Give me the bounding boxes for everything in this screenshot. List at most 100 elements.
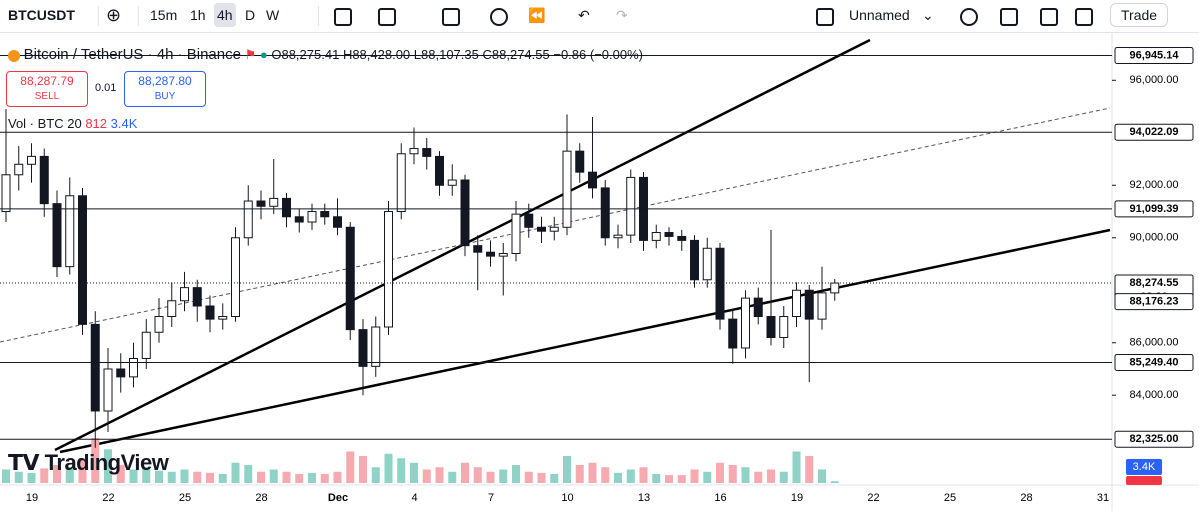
candle-body: [154, 316, 164, 333]
x-tick-label: 16: [714, 492, 726, 504]
buy-button[interactable]: 88,287.80 BUY: [124, 71, 206, 107]
templates-icon[interactable]: [442, 8, 460, 26]
layout-menu[interactable]: ⌄: [922, 7, 934, 23]
separator: [318, 6, 319, 26]
trade-button[interactable]: Trade: [1110, 3, 1169, 27]
volume-bar: [53, 465, 61, 483]
layout-icon[interactable]: [816, 8, 834, 26]
y-tick-label: 84,000.00: [1130, 389, 1179, 401]
volume-bar: [779, 471, 788, 483]
candle-body: [307, 211, 317, 223]
candle-body: [231, 237, 240, 318]
candle-body: [371, 326, 381, 367]
interval-active[interactable]: 4h: [214, 3, 236, 27]
flag[interactable]: ⚑: [244, 47, 257, 62]
legend-low: L88,107.35: [413, 47, 479, 62]
alert-icon[interactable]: [490, 8, 508, 26]
chart-type-icon[interactable]: [334, 8, 352, 26]
sell-price: 88,287.79: [20, 74, 74, 88]
undo-icon[interactable]: ↶: [578, 7, 590, 23]
candle-body: [39, 155, 49, 205]
snapshot-icon[interactable]: [1075, 8, 1093, 26]
x-tick-label: 4: [411, 492, 417, 504]
volume-ma-box: [1126, 459, 1162, 475]
volume-legend: Vol · BTC 20 812 3.4K: [8, 116, 137, 131]
candle-body: [651, 232, 661, 241]
volume-bar: [269, 469, 278, 483]
volume-bar: [767, 469, 775, 483]
legend-change: −0.86 (−0.00%): [553, 47, 643, 62]
candle-body: [613, 234, 623, 239]
candle-body: [498, 253, 508, 257]
level-box: [1114, 123, 1194, 141]
toolbar: BTCUSDT ⊕ 15m 1h 4h D W ⏪ ↶ ↷ Unnamed ⌄ …: [0, 0, 1199, 33]
interval[interactable]: D: [245, 7, 256, 23]
watermark: 𝗧𝗩 TradingView: [8, 450, 169, 476]
volume-bar: [422, 469, 431, 483]
trend-line: [0, 107, 1111, 343]
replay-icon[interactable]: ⏪: [528, 7, 546, 23]
x-tick-label: 31: [1097, 492, 1109, 504]
watermark-logo: 𝗧𝗩: [8, 450, 45, 475]
volume-bar: [410, 462, 418, 483]
legend-close: C88,274.55: [482, 47, 550, 62]
volume-bar: [741, 467, 750, 483]
settings-icon[interactable]: [1000, 8, 1018, 26]
interval[interactable]: 1h: [190, 7, 206, 23]
spread: 0.01: [95, 82, 117, 94]
volume-bar: [614, 472, 622, 483]
volume-bar: [690, 469, 699, 483]
volume-bar: [104, 449, 112, 483]
volume-bar: [461, 462, 469, 483]
volume-bar: [142, 467, 151, 483]
candle-body: [549, 226, 559, 232]
candle-body: [1, 174, 11, 213]
level-label: 91,099.39: [1130, 203, 1179, 215]
separator: [138, 6, 139, 26]
candle-body: [205, 305, 215, 320]
candle-body: [741, 297, 750, 349]
x-tick-label: 25: [179, 492, 191, 504]
volume-bar: [665, 475, 673, 483]
y-tick-label: 86,000.00: [1130, 337, 1179, 349]
volume-bar: [91, 438, 100, 483]
candle-body: [460, 179, 470, 247]
volume-bar: [639, 467, 648, 483]
candle-body: [779, 316, 789, 338]
candle-body: [27, 155, 36, 165]
x-tick-label: 28: [255, 492, 267, 504]
volume-title: Vol · BTC 20: [8, 116, 82, 131]
level-box: [1114, 353, 1194, 371]
candle-body: [588, 171, 597, 189]
x-tick-label: Dec: [328, 492, 348, 504]
volume-bar: [333, 471, 342, 483]
candle-body: [702, 247, 712, 281]
level-label: 96,945.14: [1130, 49, 1180, 61]
settings-icon[interactable]: [960, 8, 978, 26]
interval[interactable]: W: [266, 7, 280, 23]
volume-bar: [575, 465, 584, 483]
layout-name[interactable]: Unnamed: [849, 7, 910, 23]
legend-title: Bitcoin / TetherUS · 4h · Binance: [23, 46, 241, 63]
fullscreen-icon[interactable]: [1040, 8, 1058, 26]
indicators-icon[interactable]: [378, 8, 396, 26]
volume-bar: [716, 462, 724, 483]
candle-body: [345, 226, 355, 331]
volume-bar: [282, 471, 291, 483]
candle-body: [447, 179, 457, 186]
redo-icon[interactable]: ↷: [616, 7, 628, 23]
interval[interactable]: 15m: [150, 7, 178, 23]
symbol[interactable]: BTCUSDT: [8, 7, 75, 23]
candle-body: [52, 203, 62, 268]
candle-body: [537, 226, 546, 232]
y-tick-label: 96,000.00: [1130, 74, 1179, 86]
mid-price-box: [1114, 293, 1194, 311]
add-symbol[interactable]: ⊕: [106, 5, 122, 25]
volume-bar: [2, 469, 10, 483]
sell-button[interactable]: 88,287.79 SELL: [6, 71, 88, 107]
candle-body: [690, 239, 699, 281]
volume-bar: [40, 468, 49, 483]
candle-body: [422, 148, 432, 157]
candle-body: [180, 287, 189, 302]
volume-bar: [320, 474, 329, 483]
